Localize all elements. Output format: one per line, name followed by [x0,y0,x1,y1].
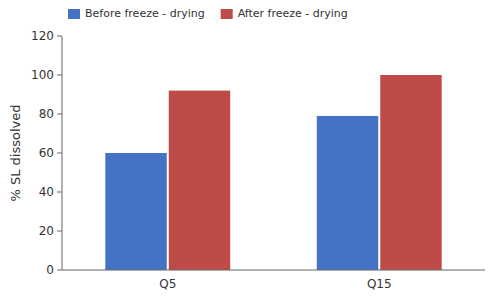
y-axis-line [62,36,63,270]
y-axis-label: % SL dissolved [8,104,23,201]
x-tick-label: Q5 [159,277,176,291]
y-tick-label: 40 [39,185,54,199]
y-tick [57,231,62,232]
legend-swatch [68,9,80,19]
y-tick [57,114,62,115]
y-tick [57,270,62,271]
y-tick [57,75,62,76]
legend-label: Before freeze - drying [85,7,205,20]
y-tick-label: 0 [46,263,54,277]
legend-swatch [221,9,233,19]
y-tick-label: 20 [39,224,54,238]
y-tick [57,153,62,154]
y-tick-label: 80 [39,107,54,121]
legend-label: After freeze - drying [238,7,348,20]
legend: Before freeze - drying After freeze - dry… [68,7,348,20]
chart: 0 20 40 60 80 100 120 % SL dissolved Q5 Q15 Before… [0,0,500,300]
bar [169,91,230,270]
y-tick-label: 100 [31,68,54,82]
bar [317,116,378,270]
x-tick-label: Q15 [367,277,392,291]
y-tick [57,36,62,37]
bar [380,75,441,270]
bar [105,153,166,270]
x-axis-line [62,270,485,271]
y-tick-label: 60 [39,146,54,160]
y-tick-label: 120 [31,29,54,43]
y-tick [57,192,62,193]
